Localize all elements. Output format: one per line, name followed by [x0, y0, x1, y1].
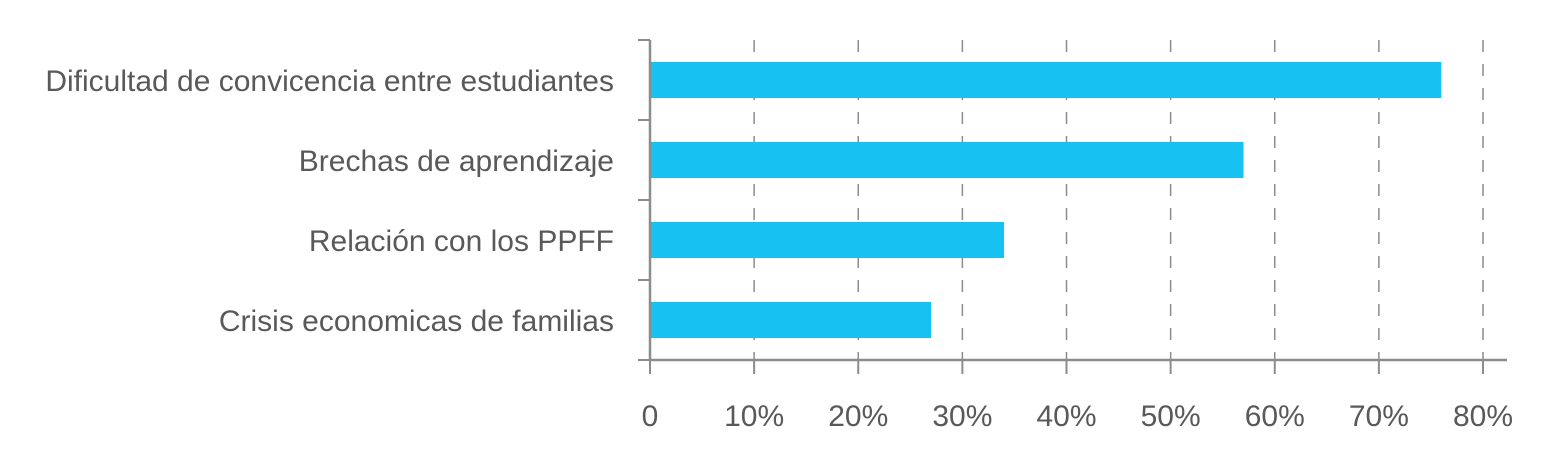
bar-3 — [650, 222, 1005, 258]
category-labels: Dificultad de convicencia entre estudian… — [45, 65, 614, 338]
bar-2 — [650, 142, 1244, 178]
x-tick-label: 0 — [642, 400, 659, 433]
x-tick-label: 80% — [1453, 400, 1513, 433]
category-label: Relación con los PPFF — [309, 225, 614, 258]
category-label: Dificultad de convicencia entre estudian… — [45, 65, 614, 98]
bars — [650, 62, 1442, 338]
x-tick-label: 10% — [724, 400, 784, 433]
bar-4 — [650, 302, 932, 338]
x-tick-label: 40% — [1036, 400, 1096, 433]
category-label: Brechas de aprendizaje — [299, 145, 614, 178]
x-tick-label: 50% — [1141, 400, 1201, 433]
x-tick-label: 20% — [828, 400, 888, 433]
x-tick-labels: 0 10% 20% 30% 40% 50% 60% 70% 80% — [642, 400, 1513, 433]
x-tick-label: 60% — [1245, 400, 1305, 433]
axes — [638, 39, 1507, 374]
category-label: Crisis economicas de familias — [219, 305, 614, 338]
bar-1 — [650, 62, 1442, 98]
x-tick-label: 30% — [932, 400, 992, 433]
x-tick-label: 70% — [1349, 400, 1409, 433]
